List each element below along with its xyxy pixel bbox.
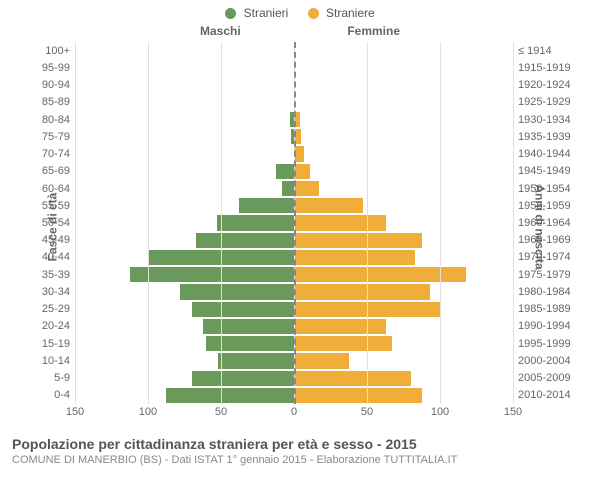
- bar-female: [294, 164, 310, 179]
- y-label-age: 90-94: [20, 79, 74, 91]
- y-label-age: 20-24: [20, 320, 74, 332]
- y-label-age: 75-79: [20, 131, 74, 143]
- y-label-age: 55-59: [20, 200, 74, 212]
- y-label-birth: 1965-1969: [514, 234, 580, 246]
- y-label-age: 15-19: [20, 338, 74, 350]
- y-label-birth: 1925-1929: [514, 96, 580, 108]
- legend-male-label: Stranieri: [244, 6, 289, 20]
- y-label-birth: 1920-1924: [514, 79, 580, 91]
- x-tick-label: 50: [361, 406, 373, 418]
- bar-male: [180, 284, 294, 299]
- side-title-female: Femmine: [347, 24, 400, 38]
- legend-female-swatch: [308, 8, 319, 19]
- y-label-age: 80-84: [20, 114, 74, 126]
- y-label-age: 100+: [20, 45, 74, 57]
- side-title-male: Maschi: [200, 24, 241, 38]
- bar-female: [294, 336, 392, 351]
- grid-line: [221, 42, 222, 404]
- y-label-age: 10-14: [20, 355, 74, 367]
- grid-line: [367, 42, 368, 404]
- y-label-birth: 1975-1979: [514, 269, 580, 281]
- grid-line: [440, 42, 441, 404]
- y-label-birth: 2010-2014: [514, 389, 580, 401]
- bar-male: [282, 181, 294, 196]
- y-label-birth: 1970-1974: [514, 251, 580, 263]
- y-label-age: 60-64: [20, 183, 74, 195]
- y-label-birth: 1995-1999: [514, 338, 580, 350]
- legend-female-label: Straniere: [326, 6, 375, 20]
- pyramid-chart: Maschi Femmine Fasce di età Anni di nasc…: [20, 22, 580, 432]
- legend: Stranieri Straniere: [0, 0, 600, 22]
- x-tick-label: 0: [291, 406, 297, 418]
- bar-male: [206, 336, 294, 351]
- y-label-birth: 1985-1989: [514, 303, 580, 315]
- y-label-age: 5-9: [20, 372, 74, 384]
- y-label-age: 40-44: [20, 251, 74, 263]
- grid-line: [75, 42, 76, 404]
- y-label-age: 30-34: [20, 286, 74, 298]
- legend-male-item: Stranieri: [225, 6, 288, 20]
- y-label-birth: 2000-2004: [514, 355, 580, 367]
- y-label-birth: 1980-1984: [514, 286, 580, 298]
- y-label-birth: 1960-1964: [514, 217, 580, 229]
- bar-male: [276, 164, 294, 179]
- bar-male: [196, 233, 294, 248]
- y-label-birth: 1940-1944: [514, 148, 580, 160]
- bar-male: [192, 302, 294, 317]
- y-label-age: 0-4: [20, 389, 74, 401]
- y-label-birth: 1990-1994: [514, 320, 580, 332]
- y-label-birth: 1915-1919: [514, 62, 580, 74]
- bar-female: [294, 371, 411, 386]
- legend-male-swatch: [225, 8, 236, 19]
- y-label-birth: 2005-2009: [514, 372, 580, 384]
- y-label-age: 25-29: [20, 303, 74, 315]
- caption-subtitle: COMUNE DI MANERBIO (BS) - Dati ISTAT 1° …: [12, 454, 588, 466]
- bar-male: [130, 267, 294, 282]
- y-label-birth: 1935-1939: [514, 131, 580, 143]
- y-label-birth: 1955-1959: [514, 200, 580, 212]
- bar-female: [294, 250, 415, 265]
- y-label-age: 65-69: [20, 165, 74, 177]
- y-label-age: 35-39: [20, 269, 74, 281]
- x-tick-label: 50: [215, 406, 227, 418]
- legend-female-item: Straniere: [308, 6, 375, 20]
- y-label-birth: 1930-1934: [514, 114, 580, 126]
- caption-title: Popolazione per cittadinanza straniera p…: [12, 436, 588, 452]
- bar-female: [294, 353, 349, 368]
- y-label-birth: 1950-1954: [514, 183, 580, 195]
- bar-female: [294, 233, 422, 248]
- bar-male: [217, 215, 294, 230]
- y-label-age: 50-54: [20, 217, 74, 229]
- bar-male: [239, 198, 294, 213]
- bar-male: [166, 388, 294, 403]
- bar-male: [203, 319, 294, 334]
- y-label-birth: 1945-1949: [514, 165, 580, 177]
- y-label-age: 45-49: [20, 234, 74, 246]
- center-axis: [294, 42, 296, 404]
- y-label-age: 95-99: [20, 62, 74, 74]
- bar-female: [294, 215, 386, 230]
- bar-female: [294, 388, 422, 403]
- y-label-birth: ≤ 1914: [514, 45, 580, 57]
- bar-female: [294, 198, 363, 213]
- bar-female: [294, 319, 386, 334]
- x-tick-label: 100: [431, 406, 449, 418]
- caption: Popolazione per cittadinanza straniera p…: [0, 432, 600, 466]
- bar-female: [294, 284, 430, 299]
- bar-male: [218, 353, 294, 368]
- plot-area: [75, 42, 513, 404]
- bar-male: [192, 371, 294, 386]
- y-label-age: 85-89: [20, 96, 74, 108]
- x-tick-label: 100: [139, 406, 157, 418]
- bar-female: [294, 181, 319, 196]
- x-tick-label: 150: [504, 406, 522, 418]
- y-label-age: 70-74: [20, 148, 74, 160]
- x-axis: 15010050050100150: [75, 406, 513, 424]
- grid-line: [148, 42, 149, 404]
- x-tick-label: 150: [66, 406, 84, 418]
